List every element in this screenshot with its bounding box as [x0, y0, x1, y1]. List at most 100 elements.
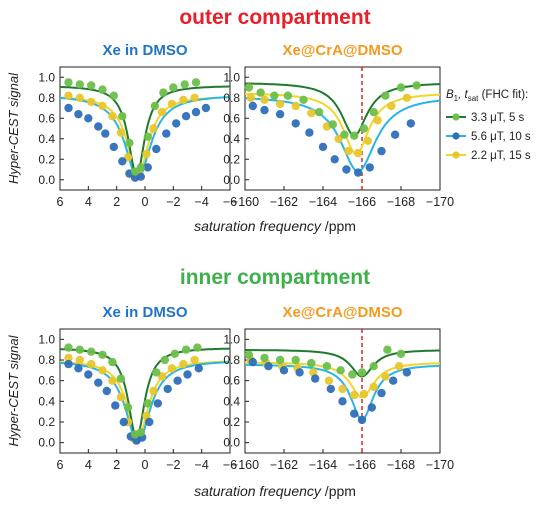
data-point-inner-cage-s2-12 [402, 368, 412, 377]
legend-marker-3 [452, 151, 460, 159]
data-point-outer-free-s1-11 [159, 88, 168, 97]
data-point-inner-free-s2-6 [119, 417, 128, 427]
data-point-outer-free-s3-14 [190, 93, 199, 103]
data-point-outer-free-s2-13 [172, 119, 181, 128]
x-tick-label-inner-free-5: −4 [195, 458, 209, 472]
y-tick-label-inner-free-5: 1.0 [38, 332, 55, 346]
data-point-outer-free-s3-3 [98, 101, 107, 111]
data-point-outer-free-s2-5 [109, 142, 119, 152]
data-point-outer-cage-s2-12 [406, 119, 415, 128]
data-point-outer-cage-s2-10 [377, 146, 386, 156]
data-point-outer-free-s2-0 [64, 103, 73, 113]
y-tick-label-outer-free-1: 0.2 [38, 152, 55, 166]
data-point-outer-cage-s3-10 [373, 116, 382, 125]
data-point-outer-free-s3-5 [116, 128, 126, 137]
legend-label-2: 5.6 μT, 10 s [471, 131, 531, 143]
data-point-outer-cage-s2-8 [353, 168, 363, 177]
data-point-outer-free-s2-11 [152, 144, 161, 154]
data-point-outer-cage-s3-12 [402, 93, 412, 103]
panel-outer-free: Xe in DMSO 0.0 0.2 0.4 0.6 0.8 1.0 6 4 2 0 −2 −4 −6 Hy… [6, 42, 356, 234]
data-point-inner-cage-s2-3 [295, 368, 304, 377]
y-tick-label-inner-free-3: 0.6 [38, 374, 55, 388]
x-tick-label-outer-free-1: 4 [85, 195, 92, 209]
data-point-inner-cage-s2-4 [311, 374, 320, 383]
data-point-outer-cage-s2-3 [291, 119, 300, 128]
data-point-outer-cage-s1-9 [359, 124, 369, 133]
x-tick-label-inner-free-1: 4 [85, 458, 92, 472]
data-point-inner-free-s3-2 [87, 359, 96, 369]
data-point-inner-free-s1-14 [193, 343, 202, 352]
data-point-outer-free-s2-9 [136, 172, 145, 181]
data-point-outer-cage-s3-1 [260, 95, 269, 105]
data-point-outer-cage-s1-10 [369, 107, 378, 117]
data-point-inner-free-s2-1 [74, 364, 83, 373]
data-point-outer-free-s1-9 [143, 132, 152, 141]
data-point-inner-cage-s2-0 [248, 357, 257, 367]
data-point-inner-cage-s3-11 [394, 362, 404, 371]
data-point-inner-cage-s1-2 [275, 355, 285, 365]
data-point-outer-cage-s2-5 [318, 142, 328, 152]
y-axis-label-outer-free: Hyper-CEST signal [6, 72, 21, 184]
data-point-inner-free-s1-6 [123, 403, 133, 412]
data-point-inner-cage-s1-1 [260, 353, 269, 363]
data-point-inner-cage-s3-9 [369, 382, 378, 392]
data-point-outer-free-s1-6 [125, 138, 134, 148]
data-point-inner-free-s1-12 [170, 349, 179, 358]
data-point-outer-free-s3-10 [149, 124, 158, 133]
data-point-outer-free-s1-1 [75, 80, 85, 89]
x-tick-label-inner-free-4: −2 [166, 458, 180, 472]
y-tick-label-inner-cage-5: 1.0 [223, 332, 240, 346]
data-point-inner-free-s2-15 [194, 364, 203, 373]
data-point-outer-free-s3-2 [87, 97, 96, 107]
x-tick-label-outer-free-0: 6 [57, 195, 64, 209]
data-point-outer-free-s2-10 [143, 163, 152, 172]
x-tick-label-outer-cage-3: −166 [348, 195, 376, 209]
data-point-inner-free-s2-10 [145, 417, 154, 427]
data-point-inner-free-s1-11 [160, 355, 169, 365]
plot-frame-inner-cage [244, 328, 441, 454]
data-point-outer-free-s3-4 [108, 112, 117, 121]
x-tick-label-outer-cage-5: −170 [426, 195, 454, 209]
data-point-outer-cage-s1-2 [270, 91, 279, 100]
x-tick-label-inner-free-3: 0 [142, 458, 149, 472]
data-point-inner-cage-s1-8 [357, 368, 367, 377]
y-tick-label-inner-free-1: 0.2 [38, 415, 55, 429]
data-point-outer-free-s3-1 [75, 93, 85, 103]
inner-compartment-title: inner compartment [180, 266, 370, 289]
y-tick-label-outer-cage-3: 0.6 [223, 111, 240, 125]
data-point-outer-free-s3-11 [157, 107, 167, 117]
data-point-inner-free-s2-13 [173, 376, 182, 385]
x-tick-label-outer-free-5: −4 [195, 195, 209, 209]
x-tick-label-outer-free-6: −6 [223, 195, 237, 209]
data-point-outer-free-s1-4 [109, 91, 119, 100]
data-point-inner-cage-s1-4 [307, 358, 316, 368]
data-point-outer-free-s2-1 [74, 110, 83, 119]
x-tick-label-inner-free-2: 2 [113, 458, 120, 472]
panel-title-inner-cage: Xe@CrA@DMSO [282, 304, 402, 321]
data-point-inner-free-s2-5 [111, 401, 120, 410]
data-point-inner-free-s3-1 [75, 355, 85, 365]
data-point-inner-cage-s1-9 [369, 362, 378, 371]
data-point-outer-free-s1-8 [136, 163, 145, 172]
panel-outer-cage: Xe@CrA@DMSO 0.0 0.2 0.4 0.6 0.8 1.0 −160 −162 −16… [223, 42, 454, 209]
data-point-outer-cage-s3-11 [387, 101, 396, 111]
data-point-outer-cage-s1-1 [256, 88, 265, 97]
x-axis-label-outer-free: saturation frequency /ppm [194, 218, 356, 234]
data-point-outer-free-s2-12 [162, 129, 171, 138]
data-point-inner-cage-s2-2 [279, 366, 289, 375]
plot-frame-outer-free [59, 66, 231, 191]
data-point-inner-free-s3-5 [116, 393, 126, 402]
data-point-outer-cage-s2-9 [365, 163, 374, 172]
y-tick-label-inner-free-0: 0.0 [38, 436, 55, 450]
x-tick-label-inner-free-0: 6 [57, 458, 64, 472]
y-tick-label-outer-free-2: 0.4 [38, 132, 55, 146]
data-point-inner-cage-s1-6 [336, 366, 345, 375]
data-point-inner-free-s2-11 [153, 399, 162, 408]
data-point-inner-free-s1-10 [152, 368, 161, 377]
data-point-inner-cage-s2-6 [338, 397, 347, 406]
data-point-outer-cage-s3-0 [246, 93, 256, 103]
data-point-outer-cage-s3-9 [363, 136, 373, 145]
data-point-outer-free-s1-10 [150, 101, 160, 111]
data-point-inner-cage-s2-1 [264, 362, 273, 371]
data-point-outer-free-s2-3 [94, 122, 103, 131]
